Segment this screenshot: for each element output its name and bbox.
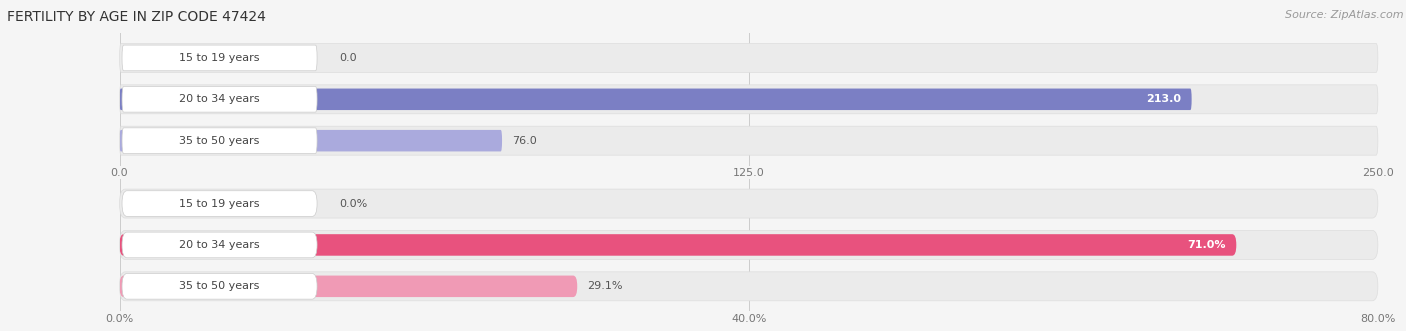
Text: 213.0: 213.0 xyxy=(1146,94,1181,104)
Text: 20 to 34 years: 20 to 34 years xyxy=(179,240,260,250)
FancyBboxPatch shape xyxy=(120,189,1378,218)
FancyBboxPatch shape xyxy=(120,43,1378,72)
Text: Source: ZipAtlas.com: Source: ZipAtlas.com xyxy=(1285,10,1403,20)
FancyBboxPatch shape xyxy=(120,130,502,151)
Text: 20 to 34 years: 20 to 34 years xyxy=(179,94,260,104)
Text: 35 to 50 years: 35 to 50 years xyxy=(180,136,260,146)
FancyBboxPatch shape xyxy=(122,128,318,154)
Text: 29.1%: 29.1% xyxy=(588,281,623,291)
FancyBboxPatch shape xyxy=(120,275,578,297)
FancyBboxPatch shape xyxy=(120,126,1378,155)
FancyBboxPatch shape xyxy=(122,86,318,112)
Text: 0.0: 0.0 xyxy=(340,53,357,63)
Text: 15 to 19 years: 15 to 19 years xyxy=(180,53,260,63)
FancyBboxPatch shape xyxy=(122,232,318,258)
Text: 35 to 50 years: 35 to 50 years xyxy=(180,281,260,291)
FancyBboxPatch shape xyxy=(120,88,1192,110)
Text: 0.0%: 0.0% xyxy=(340,199,368,209)
Text: 71.0%: 71.0% xyxy=(1188,240,1226,250)
FancyBboxPatch shape xyxy=(120,272,1378,301)
Text: 15 to 19 years: 15 to 19 years xyxy=(180,199,260,209)
Text: FERTILITY BY AGE IN ZIP CODE 47424: FERTILITY BY AGE IN ZIP CODE 47424 xyxy=(7,10,266,24)
FancyBboxPatch shape xyxy=(120,230,1378,260)
Text: 76.0: 76.0 xyxy=(512,136,537,146)
FancyBboxPatch shape xyxy=(122,191,318,216)
FancyBboxPatch shape xyxy=(120,85,1378,114)
FancyBboxPatch shape xyxy=(120,234,1236,256)
FancyBboxPatch shape xyxy=(122,273,318,299)
FancyBboxPatch shape xyxy=(122,45,318,71)
